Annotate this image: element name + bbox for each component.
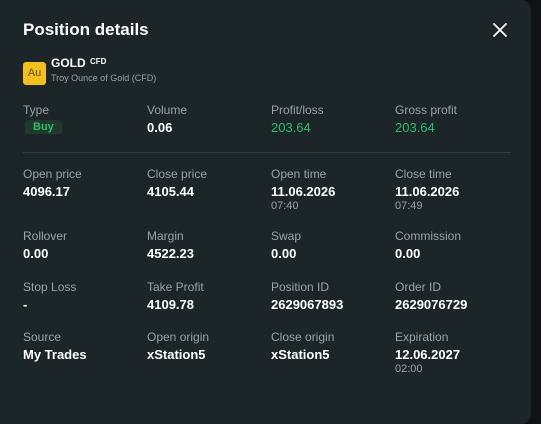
field-value: 203.64 xyxy=(395,120,435,135)
field-label: Order ID xyxy=(395,280,442,294)
instrument-tag: CFD xyxy=(90,57,107,66)
close-button[interactable] xyxy=(492,22,508,38)
field-value: My Trades xyxy=(23,347,87,362)
field-value: 11.06.2026 xyxy=(395,184,460,199)
field-label: Type xyxy=(23,103,50,117)
field-value: Buy xyxy=(25,120,62,134)
field-label: Volume xyxy=(147,103,188,117)
field-label: Stop Loss xyxy=(23,280,77,294)
field-label: Commission xyxy=(395,229,462,243)
divider xyxy=(23,152,511,153)
field-label: Close price xyxy=(147,167,208,181)
field-value: 4109.78 xyxy=(147,297,194,312)
field-time: 02:00 xyxy=(395,363,423,375)
field-value: 0.06 xyxy=(147,120,173,135)
field-label: Close origin xyxy=(271,330,335,344)
field-value: 2629076729 xyxy=(395,297,468,312)
field-time: 07:40 xyxy=(271,200,299,212)
field-label: Position ID xyxy=(271,280,330,294)
field-label: Source xyxy=(23,330,62,344)
field-value: xStation5 xyxy=(147,347,206,362)
field-label: Expiration xyxy=(395,330,449,344)
field-value: 0.00 xyxy=(23,246,49,261)
field-label: Profit/loss xyxy=(271,103,324,117)
field-label: Rollover xyxy=(23,229,68,243)
field-label: Take Profit xyxy=(147,280,204,294)
instrument-description: Troy Ounce of Gold (CFD) xyxy=(51,73,157,83)
field-label: Margin xyxy=(147,229,184,243)
field-value: 2629067893 xyxy=(271,297,344,312)
instrument-icon: Au xyxy=(23,62,46,85)
title: Position details xyxy=(23,20,149,39)
field-label: Close time xyxy=(395,167,452,181)
field-label: Open origin xyxy=(147,330,210,344)
field-value: 4105.44 xyxy=(147,184,194,199)
field-value: 4522.23 xyxy=(147,246,194,261)
field-label: Gross profit xyxy=(395,103,458,117)
field-label: Open price xyxy=(23,167,82,181)
field-value: xStation5 xyxy=(271,347,330,362)
field-value: 12.06.2027 xyxy=(395,347,461,362)
field-time: 07:49 xyxy=(395,200,423,212)
field-value: 11.06.2026 xyxy=(271,184,336,199)
field-value: 203.64 xyxy=(271,120,311,135)
field-value: 0.00 xyxy=(271,246,297,261)
instrument-symbol: GOLD xyxy=(51,56,86,70)
field-label: Open time xyxy=(271,167,327,181)
field-value: 0.00 xyxy=(395,246,421,261)
field-value: - xyxy=(23,297,28,312)
field-label: Swap xyxy=(271,229,302,243)
field-value: 4096.17 xyxy=(23,184,70,199)
